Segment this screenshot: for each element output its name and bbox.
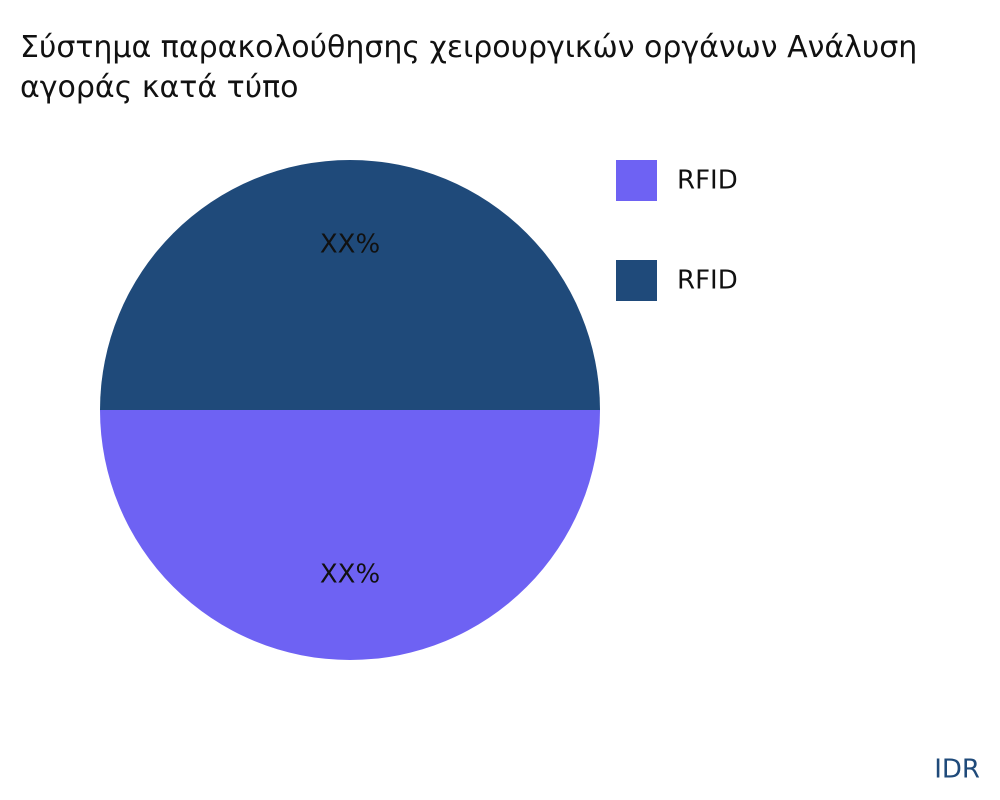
data-label: XX% [320, 230, 380, 260]
data-label: XX% [320, 560, 380, 590]
legend-label: RFID [677, 266, 738, 296]
pie-slice [100, 160, 600, 410]
legend-swatch [616, 160, 657, 201]
chart-title: Σύστημα παρακολούθησης χειρουργικών οργά… [20, 30, 918, 105]
legend-swatch [616, 260, 657, 301]
pie-slice [100, 410, 600, 660]
legend-label: RFID [677, 166, 738, 196]
watermark: IDR [934, 755, 980, 785]
